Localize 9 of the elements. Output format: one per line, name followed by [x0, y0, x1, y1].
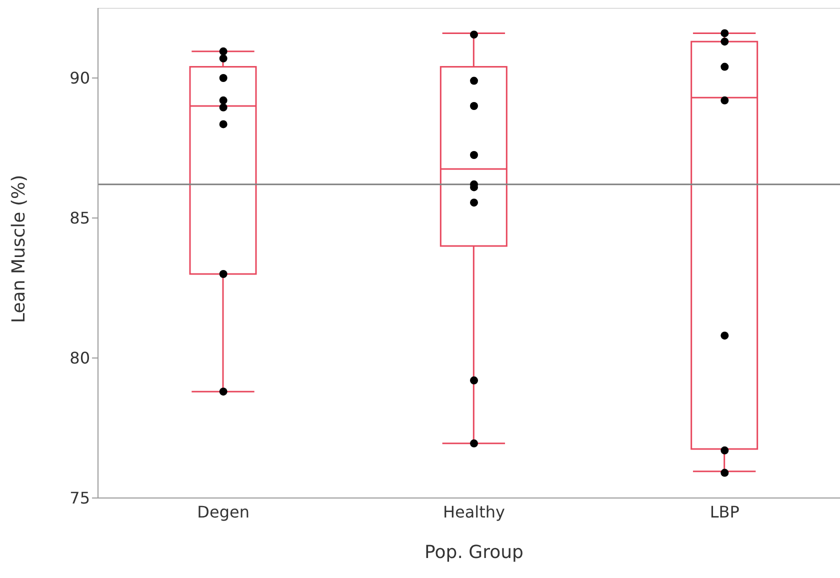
x-axis-title: Pop. Group [424, 542, 524, 563]
y-tick-label: 90 [70, 68, 90, 88]
x-tick-label: Healthy [442, 502, 506, 522]
y-tick-label: 85 [70, 208, 90, 228]
y-axis-title: Lean Muscle (%) [8, 174, 30, 323]
y-tick-label: 75 [70, 488, 90, 508]
x-tick-label: LBP [710, 502, 740, 522]
y-tick-label: 80 [70, 348, 90, 368]
x-tick-label: Degen [197, 502, 250, 522]
